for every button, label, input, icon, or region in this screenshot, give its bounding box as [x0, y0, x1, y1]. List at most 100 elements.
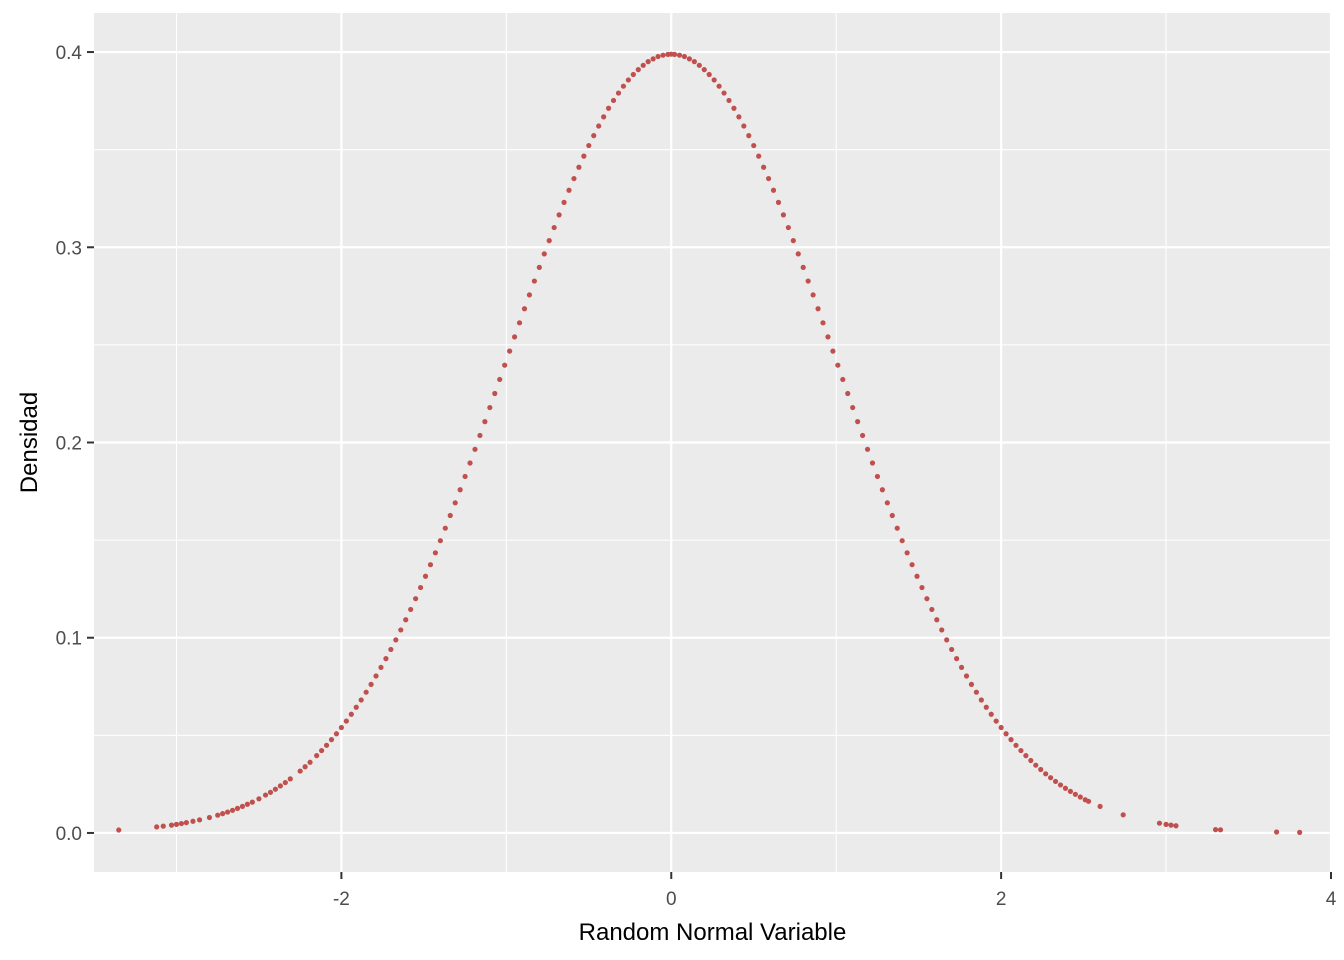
data-point — [1163, 821, 1169, 827]
data-point — [328, 737, 335, 743]
data-point — [660, 52, 666, 58]
data-point — [1297, 829, 1303, 835]
data-point — [810, 292, 816, 298]
data-point — [963, 673, 970, 679]
x-tick-label: 4 — [1326, 889, 1337, 910]
data-point — [516, 320, 523, 326]
data-point — [556, 212, 562, 218]
data-point — [620, 83, 627, 89]
data-point — [765, 175, 772, 182]
data-point — [536, 264, 542, 270]
data-point — [879, 487, 885, 493]
data-point — [850, 404, 856, 411]
data-point — [287, 776, 293, 782]
data-point — [929, 606, 935, 613]
data-point — [630, 71, 636, 78]
data-point — [272, 786, 279, 792]
data-point — [855, 419, 861, 425]
data-point — [196, 817, 203, 823]
data-point — [859, 432, 866, 439]
data-point — [413, 596, 419, 602]
data-point — [983, 704, 989, 710]
data-point — [681, 53, 688, 60]
data-point — [711, 77, 717, 83]
data-point — [408, 606, 414, 613]
data-point — [497, 376, 503, 383]
data-point — [968, 681, 975, 687]
x-axis-ticks: -2 0 2 4 — [333, 872, 1337, 910]
data-point — [586, 142, 592, 149]
data-point — [845, 390, 851, 397]
data-point — [716, 83, 722, 89]
data-point — [398, 627, 404, 633]
x-axis-title: Random Normal Variable — [579, 919, 847, 946]
data-point — [378, 664, 384, 671]
data-point — [427, 562, 434, 568]
data-point — [1023, 753, 1029, 759]
data-point — [492, 390, 498, 397]
data-point — [790, 238, 796, 244]
data-point — [1028, 757, 1034, 764]
data-point — [1018, 747, 1024, 754]
data-point — [422, 573, 429, 579]
data-point — [706, 71, 712, 78]
data-point — [731, 105, 737, 111]
data-point — [511, 334, 518, 340]
data-point — [830, 348, 836, 354]
data-point — [457, 487, 463, 493]
data-point — [183, 820, 189, 826]
data-point — [840, 376, 846, 383]
data-point — [914, 573, 920, 579]
data-point — [919, 584, 925, 591]
data-point — [1212, 827, 1219, 833]
data-point — [526, 292, 533, 298]
data-point — [452, 500, 458, 506]
data-point — [949, 646, 955, 653]
data-point — [447, 512, 453, 519]
data-point — [581, 153, 587, 159]
data-point — [934, 617, 940, 623]
data-point — [262, 792, 269, 798]
data-point — [1077, 794, 1083, 800]
data-point — [561, 199, 567, 205]
data-point — [393, 637, 399, 643]
data-point — [467, 460, 473, 466]
data-point — [615, 90, 622, 96]
data-point — [1168, 822, 1174, 828]
data-point — [244, 801, 250, 807]
data-point — [785, 224, 791, 231]
data-point — [1048, 775, 1054, 781]
data-point — [576, 164, 582, 170]
data-point — [884, 500, 890, 506]
data-point — [215, 812, 221, 818]
data-point — [924, 596, 930, 602]
data-point — [671, 51, 678, 57]
data-point — [1052, 778, 1059, 785]
data-point — [605, 105, 612, 111]
data-point — [655, 53, 661, 60]
data-point — [521, 306, 528, 312]
data-point — [319, 747, 325, 754]
data-point — [1067, 788, 1074, 794]
data-point — [442, 525, 448, 531]
data-point — [348, 711, 354, 717]
data-point — [746, 133, 752, 139]
data-point — [358, 697, 364, 703]
data-point — [1043, 771, 1049, 777]
y-axis-title: Densidad — [16, 392, 43, 493]
y-tick-label: 0.0 — [56, 824, 82, 845]
data-point — [640, 62, 646, 68]
data-point — [726, 97, 732, 104]
data-point — [297, 768, 303, 774]
data-point — [343, 718, 349, 724]
data-point — [761, 164, 767, 170]
data-point — [487, 404, 493, 411]
data-point — [691, 59, 697, 65]
data-point — [229, 807, 236, 813]
data-point — [775, 199, 782, 205]
data-point — [323, 742, 330, 748]
data-point — [1003, 731, 1009, 737]
data-point — [302, 764, 308, 770]
data-point — [676, 52, 683, 58]
